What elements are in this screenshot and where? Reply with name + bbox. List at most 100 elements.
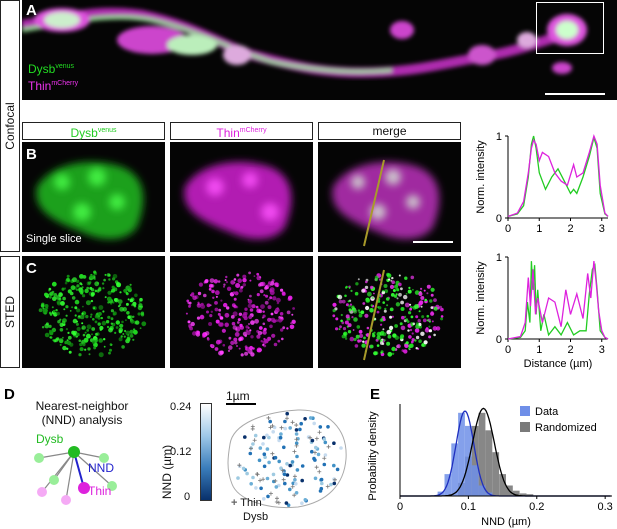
speckle — [398, 274, 401, 277]
label-dysb: Dysbvenus — [28, 62, 75, 76]
dysb-point — [274, 485, 279, 489]
speckle — [396, 297, 399, 300]
speckle — [55, 309, 58, 312]
speckle — [382, 318, 386, 322]
speckle — [66, 347, 69, 350]
dysb-point — [245, 471, 249, 476]
speckle — [66, 340, 72, 346]
speckle — [125, 330, 131, 336]
speckle — [132, 338, 135, 341]
dysb-point — [298, 427, 302, 432]
dysb-point — [332, 463, 336, 468]
speckle — [418, 291, 423, 297]
thin-point — [314, 436, 319, 441]
speckle — [123, 335, 126, 338]
speckle — [189, 326, 193, 331]
speckle — [412, 288, 414, 291]
speckle — [428, 325, 431, 328]
speckle — [381, 290, 385, 295]
speckle — [411, 338, 415, 342]
dysb-point — [272, 425, 277, 430]
sted-merge-image — [318, 256, 461, 368]
speckle — [431, 320, 434, 323]
thin-point — [294, 423, 299, 428]
thin-point — [292, 449, 297, 454]
speckle — [129, 283, 132, 286]
speckle — [404, 343, 409, 349]
speckle — [85, 314, 89, 319]
speckle — [363, 336, 366, 340]
thin-point — [292, 493, 297, 498]
speckle — [223, 283, 226, 286]
dysb-point — [271, 472, 276, 477]
speckle — [106, 296, 112, 302]
speckle — [248, 315, 253, 319]
dysb-point — [335, 467, 340, 472]
speckle — [114, 331, 117, 334]
speckle — [214, 290, 220, 296]
speckle — [66, 277, 70, 282]
speckle — [44, 292, 48, 297]
speckle — [186, 299, 190, 303]
speckle — [127, 334, 130, 336]
speckle — [386, 272, 390, 277]
dysb-point — [263, 455, 267, 459]
dysb-point — [313, 476, 318, 481]
speckle — [214, 347, 219, 351]
single-slice-label: Single slice — [26, 233, 82, 245]
speckle — [107, 315, 111, 319]
speckle — [196, 303, 202, 308]
dysb-point — [300, 501, 304, 505]
speckle — [200, 304, 206, 309]
confocal-dysb-image — [22, 142, 165, 252]
speckle — [383, 284, 388, 288]
speckle — [394, 335, 399, 340]
sted-dysb-image — [22, 256, 165, 368]
y-tick-label: 0 — [496, 213, 502, 225]
speckle — [138, 301, 141, 303]
speckle — [54, 338, 59, 343]
speckle — [79, 314, 85, 320]
speckle — [247, 298, 250, 301]
speckle — [257, 330, 263, 336]
speckle — [211, 344, 214, 347]
speckle — [244, 345, 248, 349]
speckle — [386, 341, 391, 346]
speckle — [209, 278, 215, 283]
speckle — [395, 302, 401, 307]
speckle — [94, 314, 99, 319]
dysb-point — [258, 446, 263, 450]
speckle — [415, 335, 420, 340]
hist-bar-data — [458, 412, 465, 496]
speckle — [130, 319, 135, 324]
profile-series-1 — [507, 133, 609, 218]
dysb-point — [296, 437, 300, 441]
colorbar — [200, 403, 212, 501]
profile-series-1 — [507, 261, 609, 340]
speckle — [358, 329, 363, 334]
dysb-point — [312, 421, 316, 426]
speckle — [250, 352, 255, 357]
speckle — [106, 325, 110, 329]
dysb-point — [323, 440, 328, 445]
speckle — [110, 309, 114, 313]
speckle — [351, 305, 355, 309]
hist-bar-randomized — [512, 490, 520, 496]
dysb-point — [243, 435, 247, 439]
speckle — [132, 301, 137, 306]
speckle — [260, 281, 266, 287]
dysb-point — [323, 453, 328, 457]
speckle — [221, 328, 226, 333]
schematic-nnd-label: NND — [88, 461, 114, 475]
speckle — [280, 288, 284, 292]
speckle — [391, 280, 395, 284]
speckle — [231, 321, 236, 326]
dysb-point — [322, 462, 327, 467]
speckle — [370, 285, 374, 290]
speckle — [410, 275, 415, 280]
speckle — [237, 278, 242, 283]
speckle — [426, 292, 429, 295]
scale-bar — [413, 241, 453, 243]
dysb-point — [332, 481, 337, 486]
speckle — [103, 345, 106, 348]
